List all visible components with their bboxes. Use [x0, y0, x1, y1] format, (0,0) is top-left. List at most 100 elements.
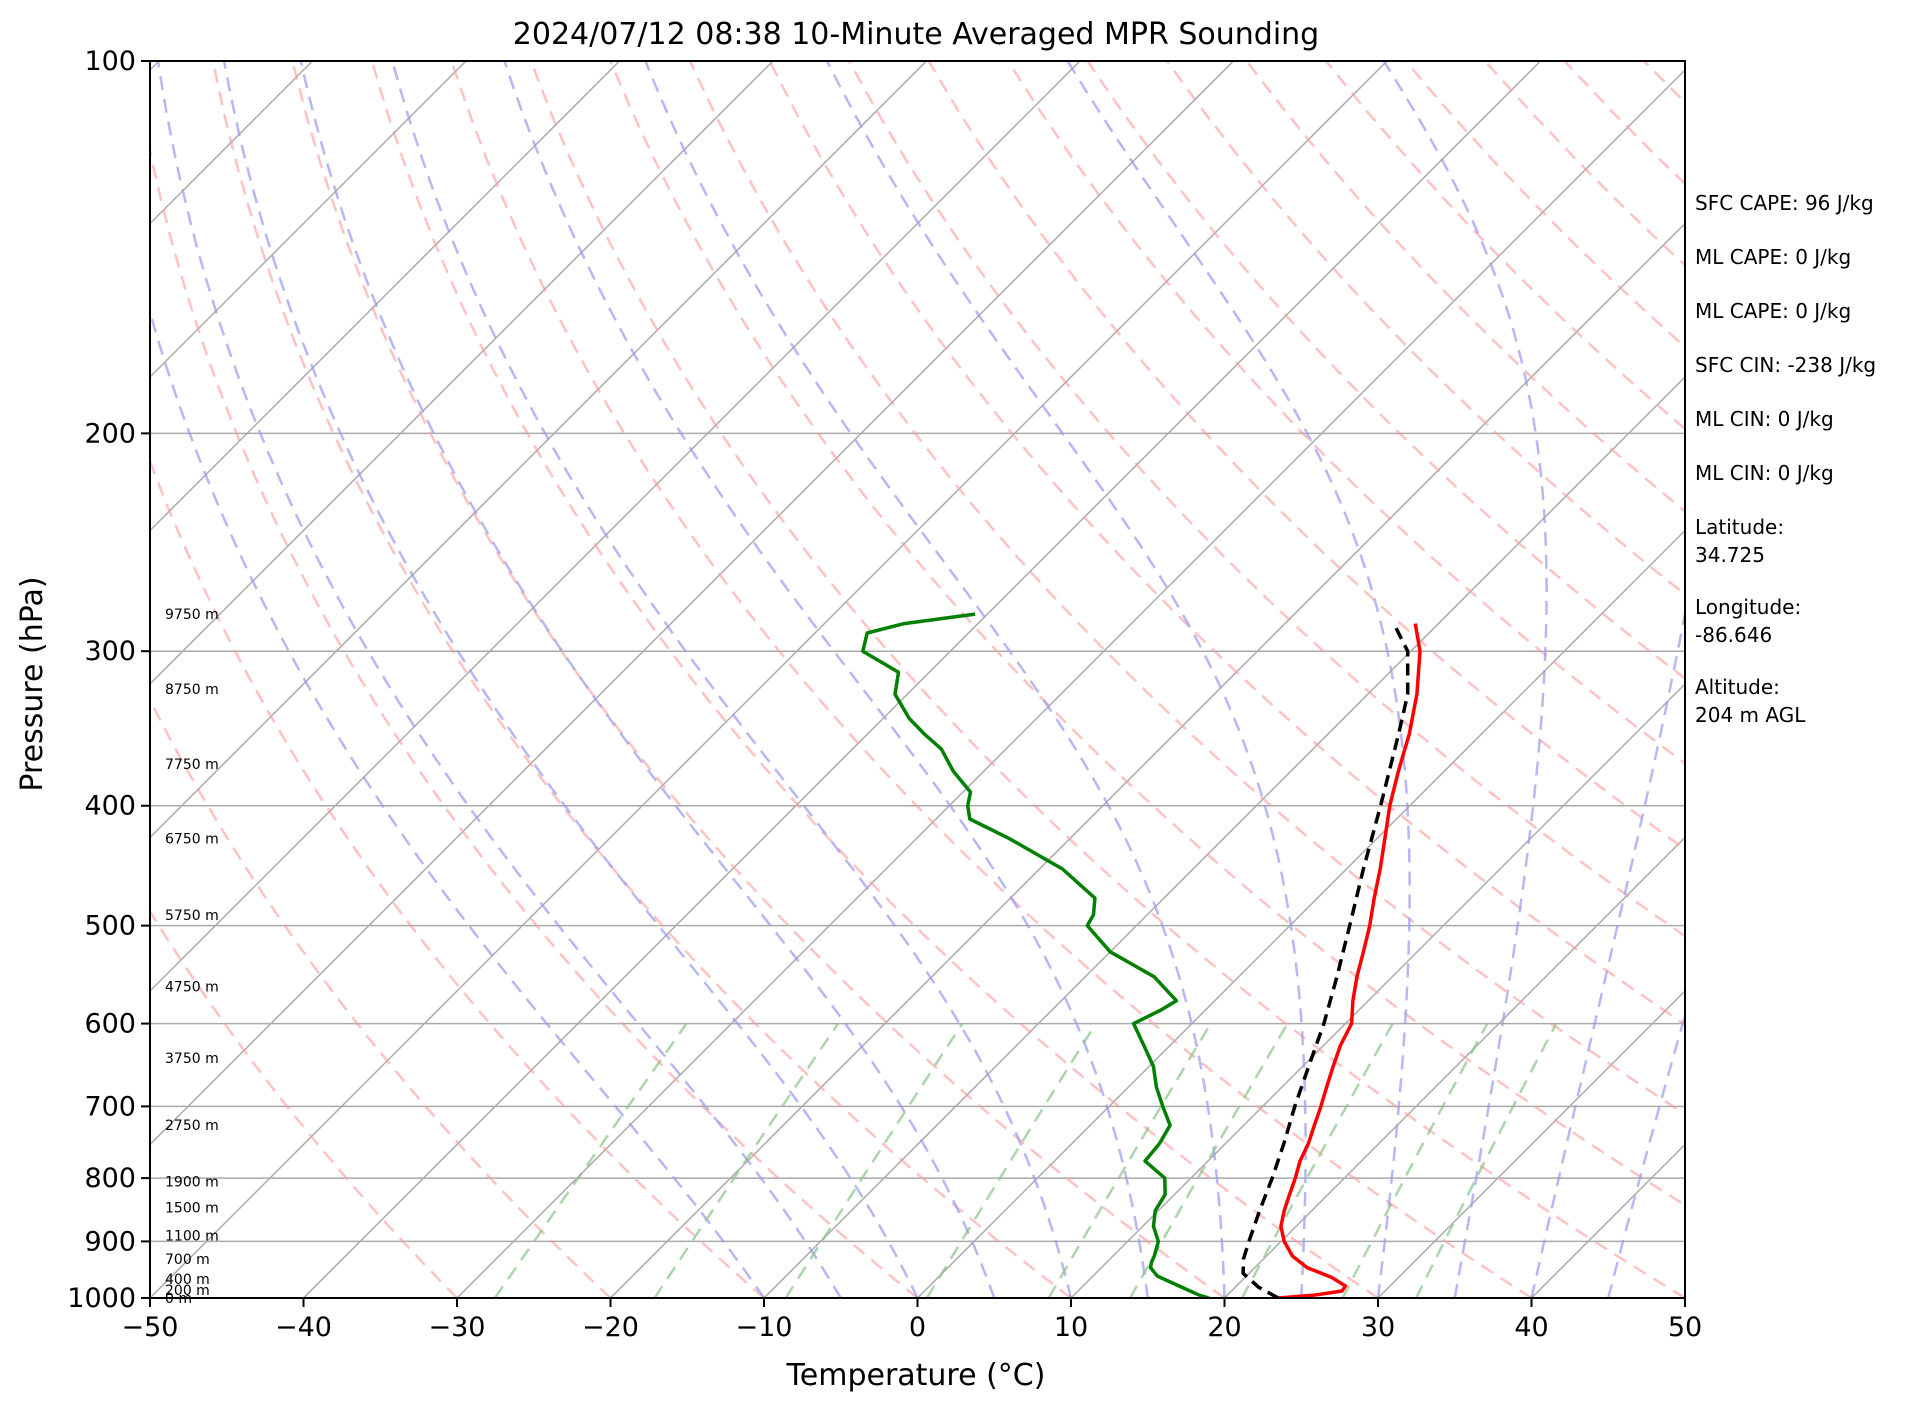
- isotherm-line: [150, 61, 1235, 1146]
- isotherm-line: [1223, 836, 1685, 1298]
- dry-adiabat-line: [847, 61, 1685, 938]
- moist-adiabat-line: [503, 61, 1150, 1298]
- x-tick-label: 0: [909, 1312, 926, 1343]
- isotherm-line: [150, 61, 1388, 1298]
- parcel-profile-line: [1241, 622, 1410, 1298]
- moist-adiabat-line: [1530, 607, 1685, 1298]
- parameter-annotation: Longitude: -86.646: [1695, 595, 1801, 647]
- isotherm-line: [0, 61, 6, 1298]
- y-tick-label: 400: [84, 791, 136, 822]
- x-tick-label: −10: [736, 1312, 793, 1343]
- height-label: 3750 m: [165, 1051, 219, 1067]
- parameter-annotation: Latitude: 34.725: [1695, 515, 1784, 567]
- parameter-annotation: ML CIN: 0 J/kg: [1695, 461, 1834, 485]
- height-label: 1900 m: [165, 1174, 219, 1190]
- dry-adiabat-line: [450, 61, 1533, 1298]
- dry-adiabat-line: [150, 144, 919, 1298]
- moist-adiabat-line: [156, 61, 842, 1298]
- parameter-annotation: ML CIN: 0 J/kg: [1695, 407, 1834, 431]
- mixing-ratio-line: [925, 1022, 1097, 1298]
- dry-adiabat-line: [150, 697, 612, 1298]
- dry-adiabat-line: [529, 61, 1685, 1298]
- isotherm-line: [763, 375, 1685, 1298]
- x-tick-label: 50: [1668, 1312, 1702, 1343]
- x-tick-label: −40: [275, 1312, 332, 1343]
- isotherm-line: [302, 61, 1542, 1298]
- height-label: 700 m: [165, 1252, 210, 1268]
- mixing-ratio-line: [1047, 1022, 1212, 1298]
- y-tick-label: 700: [84, 1091, 136, 1122]
- parameter-annotation: SFC CIN: -238 J/kg: [1695, 353, 1876, 377]
- dry-adiabat-line: [688, 61, 1685, 1116]
- x-axis-ticks: −50 −40 −30 −20 −10 0 10 20 30 40 50: [122, 1298, 1702, 1343]
- plot-frame: [149, 60, 1686, 1299]
- parameter-annotation: ML CAPE: 0 J/kg: [1695, 299, 1851, 323]
- isotherm-line: [456, 68, 1685, 1298]
- sounding-parameters: SFC CAPE: 96 J/kg ML CAPE: 0 J/kg ML CAPE:…: [1695, 191, 1876, 727]
- moist-adiabat-line: [222, 61, 919, 1298]
- isotherm-line: [150, 61, 928, 839]
- y-tick-label: 900: [84, 1226, 136, 1257]
- chart-title: 2024/07/12 08:38 10-Minute Averaged MPR …: [513, 17, 1319, 52]
- isotherm-line: [150, 61, 467, 379]
- isotherm-line: [150, 61, 621, 532]
- height-label: 400 m: [165, 1272, 210, 1288]
- y-axis-ticks: 100 200 300 400 500 600 700 800 900 1000: [67, 46, 150, 1314]
- mixing-ratio-line: [1415, 1023, 1558, 1298]
- height-label: 1500 m: [165, 1201, 219, 1217]
- y-tick-label: 800: [84, 1163, 136, 1194]
- height-label: 8750 m: [165, 682, 219, 698]
- isotherm-line: [150, 61, 1081, 993]
- x-tick-label: 10: [1054, 1312, 1088, 1343]
- x-tick-label: 30: [1361, 1312, 1395, 1343]
- parameter-annotation: Altitude: 204 m AGL: [1695, 675, 1806, 727]
- parameter-annotation: SFC CAPE: 96 J/kg: [1695, 191, 1874, 215]
- moist-adiabat-line: [1382, 61, 1548, 1298]
- y-axis-label: Pressure (hPa): [15, 576, 50, 791]
- dewpoint-profile-line: [861, 612, 1210, 1298]
- dry-adiabat-line: [150, 908, 458, 1298]
- x-tick-label: 40: [1514, 1312, 1548, 1343]
- x-tick-label: −20: [582, 1312, 639, 1343]
- height-label: 1100 m: [165, 1228, 219, 1244]
- y-tick-label: 500: [84, 911, 136, 942]
- x-axis-label: Temperature (°C): [786, 1358, 1046, 1393]
- dry-adiabat-line: [1165, 61, 1685, 597]
- height-label: 9750 m: [165, 607, 219, 623]
- temperature-profile-line: [1278, 623, 1422, 1298]
- moist-adiabat-line: [391, 61, 1073, 1298]
- x-tick-label: 20: [1207, 1312, 1241, 1343]
- y-tick-label: 200: [84, 418, 136, 449]
- mixing-ratio-line: [493, 1022, 688, 1298]
- sounding-profiles: [861, 612, 1422, 1298]
- y-tick-label: 600: [84, 1009, 136, 1040]
- moist-adiabat-line: [299, 61, 996, 1298]
- dry-adiabat-line: [150, 457, 765, 1298]
- parameter-annotation: ML CAPE: 0 J/kg: [1695, 245, 1851, 269]
- dry-adiabat-line: [768, 61, 1685, 1026]
- isotherm-line: [150, 61, 774, 686]
- mixing-ratio-line: [1341, 1023, 1489, 1298]
- isotherm-line: [1377, 989, 1685, 1298]
- dry-adiabat-line: [370, 61, 1379, 1298]
- dry-adiabat-line: [609, 61, 1685, 1207]
- height-label: 4750 m: [165, 980, 219, 996]
- dry-adiabat-line: [211, 61, 1072, 1298]
- moist-adiabat-line: [644, 61, 1226, 1298]
- dry-adiabat-line: [927, 61, 1685, 851]
- isotherm-line: [916, 529, 1685, 1298]
- isotherm-line: [1070, 682, 1685, 1298]
- moist-adiabat-line: [1066, 61, 1411, 1298]
- y-tick-label: 300: [84, 636, 136, 667]
- height-label: 6750 m: [165, 831, 219, 847]
- mixing-ratio-line: [784, 1022, 964, 1298]
- x-tick-label: −50: [122, 1312, 179, 1343]
- height-label: 2750 m: [165, 1118, 219, 1134]
- height-label: 200 m: [165, 1283, 210, 1299]
- background-grid: [0, 61, 1685, 1298]
- isotherm-line: [609, 222, 1685, 1298]
- height-label: 7750 m: [165, 757, 219, 773]
- dry-adiabat-line: [291, 61, 1226, 1298]
